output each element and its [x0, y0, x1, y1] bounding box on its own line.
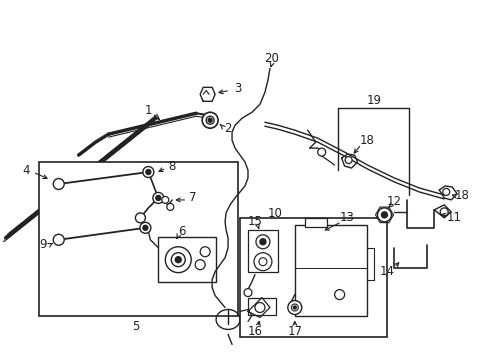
- Text: 7: 7: [189, 192, 197, 204]
- Circle shape: [165, 247, 191, 273]
- Circle shape: [200, 247, 210, 257]
- Circle shape: [293, 306, 296, 309]
- Text: 18: 18: [359, 134, 374, 147]
- Text: 15: 15: [247, 215, 262, 228]
- Text: 11: 11: [446, 211, 461, 224]
- Text: 13: 13: [340, 211, 354, 224]
- Bar: [304, 218, 326, 227]
- Circle shape: [254, 302, 264, 312]
- Circle shape: [377, 208, 390, 222]
- Text: 5: 5: [131, 320, 139, 333]
- Circle shape: [260, 239, 265, 245]
- Circle shape: [171, 253, 185, 267]
- Circle shape: [206, 116, 214, 124]
- Bar: [39, 162, 238, 316]
- Circle shape: [162, 197, 168, 203]
- Text: 16: 16: [247, 325, 262, 338]
- Circle shape: [142, 167, 154, 177]
- Circle shape: [317, 148, 325, 156]
- Text: 6: 6: [178, 225, 185, 238]
- Circle shape: [135, 213, 145, 223]
- Circle shape: [145, 170, 151, 175]
- Text: 12: 12: [386, 195, 401, 208]
- Circle shape: [166, 203, 173, 210]
- Circle shape: [259, 258, 266, 266]
- Text: 14: 14: [379, 265, 394, 278]
- Text: 1: 1: [144, 104, 152, 117]
- Circle shape: [153, 193, 163, 203]
- Text: 10: 10: [267, 207, 282, 220]
- Bar: [158, 237, 216, 282]
- Circle shape: [53, 234, 64, 245]
- Text: 17: 17: [287, 325, 302, 338]
- Text: 4: 4: [22, 163, 30, 176]
- Bar: [294, 225, 366, 316]
- Circle shape: [291, 304, 298, 311]
- Circle shape: [439, 208, 447, 216]
- Circle shape: [255, 235, 269, 249]
- Circle shape: [53, 179, 64, 189]
- Text: 8: 8: [168, 159, 176, 172]
- Bar: [240, 218, 386, 337]
- Circle shape: [156, 195, 161, 201]
- Circle shape: [140, 222, 151, 233]
- Circle shape: [142, 225, 147, 230]
- Circle shape: [208, 118, 212, 122]
- Text: 19: 19: [366, 94, 381, 107]
- Circle shape: [202, 112, 218, 128]
- Circle shape: [334, 289, 344, 300]
- Circle shape: [195, 260, 205, 270]
- Circle shape: [381, 212, 386, 218]
- Circle shape: [253, 253, 271, 271]
- Text: 9: 9: [39, 238, 46, 251]
- Circle shape: [175, 257, 181, 263]
- Text: 20: 20: [264, 52, 279, 65]
- Circle shape: [345, 157, 351, 163]
- Bar: [247, 230, 277, 272]
- Text: 18: 18: [454, 189, 468, 202]
- Circle shape: [287, 301, 301, 315]
- Text: 2: 2: [224, 122, 231, 135]
- Circle shape: [244, 289, 251, 297]
- Circle shape: [442, 189, 449, 195]
- Bar: [247, 298, 275, 315]
- Text: 3: 3: [234, 82, 241, 95]
